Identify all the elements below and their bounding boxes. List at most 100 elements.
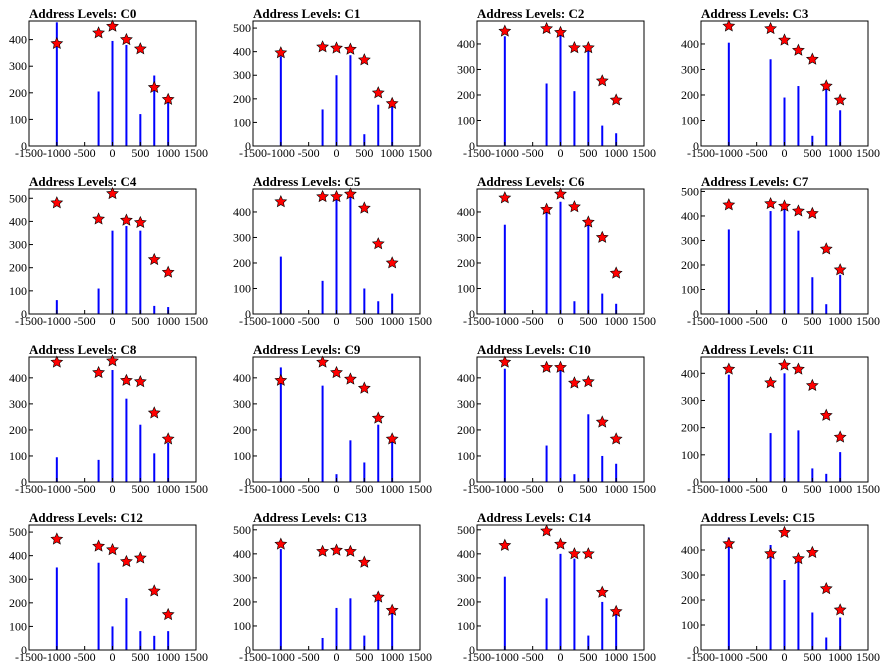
star-marker [385, 256, 399, 269]
bar [349, 598, 352, 650]
y-tick-label: 200 [9, 86, 27, 100]
x-tick-label: 1000 [380, 482, 404, 496]
x-tick-label: 1500 [856, 650, 880, 664]
x-tick-label: -500 [298, 650, 320, 664]
star-marker [609, 604, 623, 617]
star-marker [357, 53, 371, 66]
star-marker [498, 24, 512, 37]
x-tick-label: 1000 [828, 482, 852, 496]
bar [377, 104, 380, 146]
bar [321, 280, 324, 314]
chart-panel: Address Levels: C10 0 100 200 300 400 -1500 -10… [457, 342, 656, 496]
bar [573, 474, 576, 482]
bar [167, 442, 170, 482]
bar [279, 549, 282, 650]
x-tick-label: 1500 [856, 482, 880, 496]
x-tick-label: -1500 [687, 146, 715, 160]
chart-panel: Address Levels: C14 0 100 200 300 400 500 -1500… [457, 510, 656, 664]
star-marker [554, 360, 567, 373]
y-tick-label: 300 [233, 230, 251, 244]
y-tick-label: 100 [233, 281, 251, 295]
y-tick-label: 100 [9, 284, 27, 298]
star-marker [833, 430, 847, 443]
chart-panel: Address Levels: C8 0 100 200 300 400 -1500 -100… [9, 342, 208, 496]
bar [769, 545, 772, 650]
bar [587, 222, 590, 314]
star-marker [764, 547, 777, 560]
x-tick-label: -500 [746, 146, 768, 160]
bar [797, 230, 800, 314]
x-tick-label: 1000 [604, 146, 628, 160]
x-tick-label: 500 [803, 650, 821, 664]
chart-panel: Address Levels: C10100200300400500-1500-… [233, 6, 432, 160]
bar [503, 224, 506, 314]
bar [811, 468, 814, 482]
bar [55, 300, 58, 314]
y-tick-label: 0 [469, 139, 475, 153]
x-tick-label: 1500 [856, 314, 880, 328]
bar [363, 288, 366, 314]
chart-panel: Address Levels: C13 0 100 200 300 400 500 -1500… [233, 510, 432, 664]
x-tick-label: -500 [74, 482, 96, 496]
x-tick-label: 0 [558, 146, 564, 160]
star-marker [106, 19, 119, 32]
y-tick-label: 100 [681, 618, 699, 632]
star-marker [161, 432, 175, 445]
y-tick-label: 300 [9, 572, 27, 586]
x-tick-label: 500 [803, 314, 821, 328]
star-marker [778, 199, 791, 212]
star-marker [819, 242, 833, 255]
x-tick-label: -1500 [687, 314, 715, 328]
bar [573, 558, 576, 650]
y-tick-label: 400 [233, 205, 251, 219]
x-tick-label: 1000 [156, 146, 180, 160]
x-tick-label: 1500 [184, 146, 208, 160]
star-marker [92, 26, 105, 39]
star-marker [554, 537, 567, 550]
y-tick-label: 300 [9, 238, 27, 252]
bar [783, 580, 786, 650]
star-marker [540, 202, 553, 215]
y-tick-label: 400 [681, 37, 699, 51]
star-marker [147, 80, 161, 93]
y-tick-label: 500 [233, 21, 251, 35]
x-tick-label: 0 [558, 314, 564, 328]
star-marker [568, 200, 581, 213]
x-tick-label: 1500 [408, 146, 432, 160]
bar [587, 635, 590, 650]
bar [377, 424, 380, 482]
star-marker [147, 584, 161, 597]
bar [279, 367, 282, 482]
y-tick-label: 200 [681, 258, 699, 272]
y-tick-label: 300 [233, 397, 251, 411]
star-marker [805, 378, 819, 391]
bar [503, 36, 506, 146]
bar [615, 303, 618, 314]
star-marker [120, 32, 133, 46]
bar [125, 226, 128, 314]
x-tick-label: -500 [298, 482, 320, 496]
y-tick-label: 400 [457, 37, 475, 51]
bar [839, 452, 842, 482]
star-marker [330, 41, 343, 54]
bar [153, 75, 156, 146]
x-tick-label: 500 [355, 314, 373, 328]
star-marker [316, 355, 329, 368]
star-marker [371, 86, 385, 99]
x-tick-label: -1500 [239, 650, 267, 664]
x-tick-label: -1500 [463, 482, 491, 496]
star-marker [133, 42, 147, 55]
star-marker [120, 213, 133, 226]
y-tick-label: 0 [21, 139, 27, 153]
bar [349, 440, 352, 482]
bar [615, 133, 618, 146]
star-marker [778, 525, 791, 538]
y-tick-label: 0 [21, 643, 27, 657]
bar [783, 97, 786, 146]
x-tick-label: 500 [355, 482, 373, 496]
star-marker [792, 43, 805, 56]
x-tick-label: -500 [746, 482, 768, 496]
chart-panel: Address Levels: C70100200300400500-1500-… [681, 174, 880, 328]
x-tick-label: 1500 [632, 146, 656, 160]
x-tick-label: 1500 [184, 650, 208, 664]
